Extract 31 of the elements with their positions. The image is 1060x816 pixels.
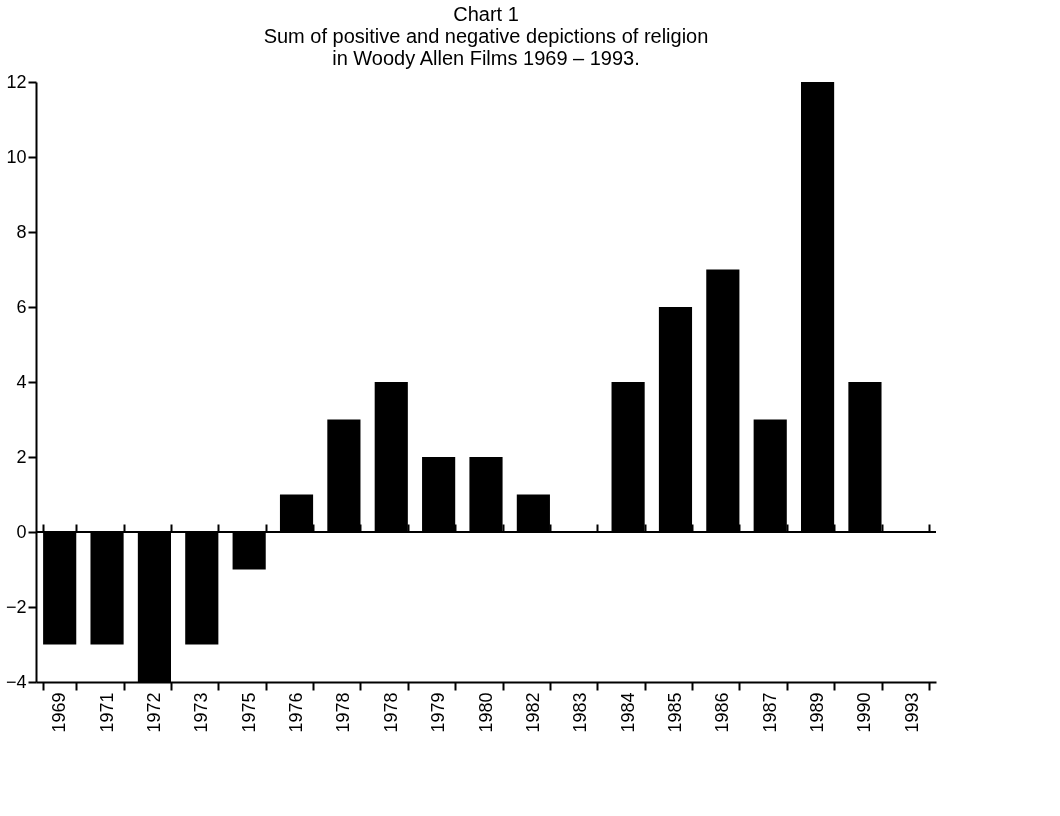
y-tick-label: 0 [16,521,27,542]
x-tick-label: 1979 [428,692,449,733]
x-tick-label: 1993 [901,692,922,733]
x-tick-label: 1980 [475,692,496,733]
y-tick-label: −4 [5,671,27,692]
x-tick-label: 1978 [380,692,401,733]
text: in Woody Allen Films 1969 – 1993. [332,47,640,69]
x-tick-label: 1971 [96,692,117,733]
x-tick-label: 1975 [238,692,259,733]
x-tick-label: 1969 [49,692,70,733]
text: Chart 1 [453,3,519,25]
y-tick-label: 10 [6,146,27,167]
y-tick-label: 6 [16,296,27,317]
x-tick-label: 1990 [854,692,875,733]
x-tick-label: 1989 [807,692,828,733]
x-tick-label: 1973 [191,692,212,733]
x-tick-label: 1982 [522,692,543,733]
x-tick-label: 1978 [333,692,354,733]
x-tick-label: 1984 [617,692,638,733]
y-tick-label: 12 [6,71,27,92]
y-tick-label: −2 [5,596,27,617]
y-tick-label: 4 [16,371,27,392]
x-tick-label: 1976 [286,692,307,733]
y-tick-label: 8 [16,221,27,242]
x-tick-label: 1985 [664,692,685,733]
x-tick-label: 1983 [570,692,591,733]
x-tick-label: 1986 [712,692,733,733]
x-tick-label: 1987 [759,692,780,733]
x-tick-label: 1972 [143,692,164,733]
text: Sum of positive and negative depictions of religion [263,25,709,47]
y-tick-label: 2 [16,446,27,467]
